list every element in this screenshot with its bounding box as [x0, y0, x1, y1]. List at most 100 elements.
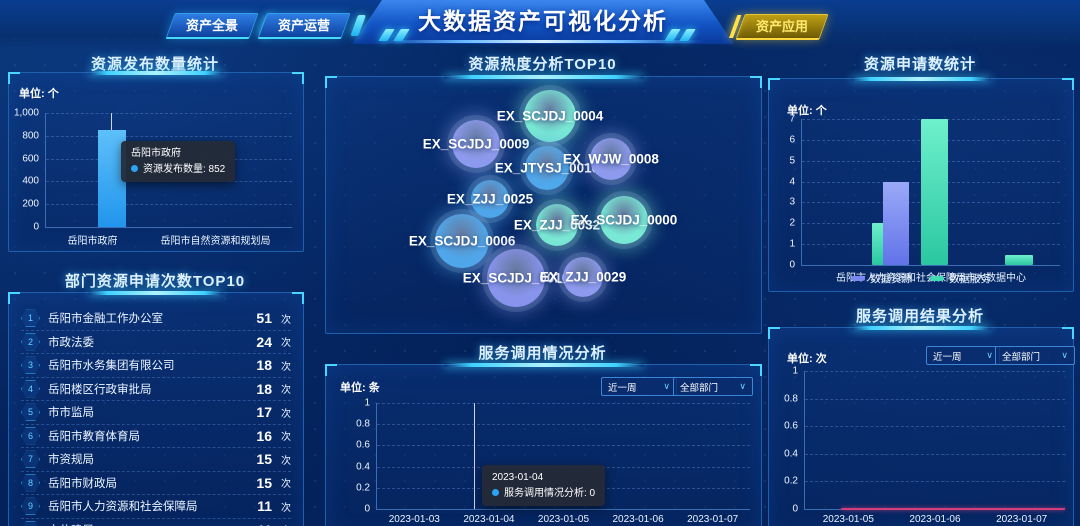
bar-publish-count[interactable]: [97, 129, 126, 227]
gridline: [805, 481, 1065, 483]
page-title: 大数据资产可视化分析: [418, 8, 668, 34]
tooltip-row: 服务调用情况分析: 0: [492, 486, 595, 502]
bubble-label: EX_WJW_0008: [562, 151, 659, 167]
heat-bubble[interactable]: EX_WJW_0008: [563, 137, 659, 180]
x-axis-tick-label: 2023-01-06: [909, 514, 961, 525]
y-axis-tick-label: 0.4: [356, 461, 370, 473]
y-axis-tick-label: 1: [364, 397, 370, 409]
x-axis-category: 市大数据中心: [966, 273, 1026, 284]
result-zero-line: [841, 508, 1065, 510]
tab-asset-operation[interactable]: 资产运营: [257, 13, 351, 39]
tooltip-title: 2023-01-04: [492, 472, 544, 483]
bubble-label: EX_JTYSJ_0010: [494, 160, 600, 176]
y-axis-tick-label: 400: [22, 175, 39, 187]
heat-bubble[interactable]: EX_SCJDJ_0000: [571, 196, 677, 245]
heat-bubble[interactable]: EX_SCJDJ_0010: [463, 248, 569, 307]
x-axis-tick-label: 2023-01-04: [463, 514, 515, 525]
unit-label: 单位: 个: [19, 88, 59, 100]
heat-bubble[interactable]: EX_SCJDJ_0004: [497, 89, 603, 142]
panel-result-analysis: 单位: 次 近一周 ∨ 全部部门 ∨ 2023-01-05 2023-01-06 2…: [768, 326, 1075, 526]
tooltip-row: 资源发布数量: 852: [131, 162, 225, 178]
chevron-down-icon: ∨: [1061, 350, 1068, 360]
request-count: 18: [256, 380, 272, 397]
series-dot-icon: [492, 489, 499, 497]
panel-title-dept-top10: 部门资源申请次数TOP10: [64, 273, 246, 290]
rank-badge: 4: [21, 380, 40, 398]
result-plot: 2023-01-05 2023-01-06 2023-01-07 1 0.8 0.6 0.…: [784, 366, 1065, 525]
tab-asset-application[interactable]: 资产应用: [735, 14, 829, 40]
time-range-select[interactable]: 近一周 ∨: [926, 346, 1000, 365]
gridline: [805, 398, 1065, 400]
tab-label: 资产应用: [756, 19, 809, 34]
rank-row: 3 岳阳市水务集团有限公司 18 次: [21, 354, 291, 378]
x-axis-tick-label: 2023-01-05: [537, 514, 590, 525]
heat-bubble[interactable]: EX_SCJDJ_0006: [409, 214, 515, 269]
request-count: 51: [256, 310, 272, 327]
panel-heat-top10: EX_SCJDJ_0004 EX_SCJDJ_0009 EX_JTYSJ_0010 E…: [325, 75, 762, 334]
request-count: 24: [256, 333, 272, 350]
panel-cap: [88, 71, 224, 75]
unit-label: 单位: 个: [787, 105, 827, 117]
request-count: 18: [256, 357, 272, 374]
heat-bubble[interactable]: EX_JTYSJ_0010: [495, 145, 599, 190]
tooltip-title: 岳阳市政府: [131, 148, 181, 159]
heat-bubble[interactable]: EX_ZJJ_0025: [447, 180, 533, 219]
tab-label: 资产运营: [278, 18, 331, 33]
bubble-label: EX_ZJJ_0029: [539, 269, 627, 285]
bar-数据服务[interactable]: [920, 119, 948, 265]
panel-cap: [443, 363, 644, 367]
select-value: 近一周: [933, 351, 962, 363]
heat-bubble[interactable]: EX_SCJDJ_0009: [423, 120, 529, 169]
department-select[interactable]: 全部部门 ∨: [995, 346, 1075, 365]
panel-cap: [851, 77, 991, 81]
service-xticks: 2023-01-03 2023-01-04 2023-01-05 2023-01-06…: [377, 514, 750, 525]
y-axis-tick-label: 0.8: [356, 418, 370, 430]
dept-rank-list: 1 岳阳市金融工作办公室 51 次 2 市政法委 24 次 3 岳阳市水务集团有限公司 18 次 4 岳阳…: [21, 307, 291, 526]
x-axis-tick-label: 2023-01-06: [612, 514, 664, 525]
count-suffix: 次: [281, 502, 291, 514]
dept-name: 岳阳市人力资源和社会保障局: [48, 501, 198, 514]
bar-数据资源[interactable]: [883, 181, 910, 265]
time-range-select[interactable]: 近一周 ∨: [601, 377, 677, 396]
rank-badge: 1: [21, 309, 40, 327]
count-suffix: 次: [281, 479, 291, 491]
x-axis-tick-label: 2023-01-07: [687, 514, 739, 525]
panel-dept-top10: 1 岳阳市金融工作办公室 51 次 2 市政法委 24 次 3 岳阳市水务集团有限公司 18 次 4 岳阳…: [8, 291, 304, 526]
department-select[interactable]: 全部部门 ∨: [673, 377, 753, 396]
y-axis-tick-label: 6: [789, 134, 795, 146]
tooltip-text: 服务调用情况分析: 0: [504, 487, 596, 499]
bar-数据服务[interactable]: [1004, 254, 1033, 265]
rank-row: 10 市住建局 11 次: [21, 519, 291, 526]
rank-badge: 2: [21, 333, 40, 351]
select-value: 近一周: [608, 382, 637, 394]
request-count: 15: [256, 451, 272, 468]
bar-数据服务[interactable]: [871, 223, 884, 265]
legend-label: 数据服务: [949, 273, 991, 285]
gridline: [805, 371, 1065, 372]
bubble-label: EX_SCJDJ_0010: [462, 270, 570, 286]
dept-name: 岳阳市财政局: [48, 477, 117, 490]
y-axis-tick-label: 5: [789, 155, 795, 167]
y-axis-tick-label: 3: [789, 196, 795, 208]
heat-bubble[interactable]: EX_ZJJ_0029: [540, 256, 626, 297]
bubble-label: EX_ZJJ_0032: [513, 217, 601, 233]
legend-swatch: [851, 276, 865, 281]
rank-row: 8 岳阳市财政局 15 次: [21, 472, 291, 495]
apply-legend: 数据资源 数据服务: [769, 271, 1073, 286]
x-axis-tick-label: 2023-01-07: [996, 514, 1048, 525]
apply-plot: 岳阳市人力资源和社会保障局 市大数据中心 7 6 5 4 3 2 1 0: [789, 114, 1060, 284]
y-axis-tick-label: 0: [789, 259, 795, 271]
apply-x-labels: 岳阳市人力资源和社会保障局 市大数据中心: [802, 269, 1060, 284]
heat-bubble[interactable]: EX_ZJJ_0032: [514, 203, 600, 246]
bubble-label: EX_SCJDJ_0006: [408, 233, 516, 249]
tab-asset-overview[interactable]: 资产全景: [165, 13, 259, 39]
legend-item[interactable]: 数据资源: [851, 271, 912, 286]
x-axis-category: 岳阳市人力资源和社会保障局: [836, 273, 966, 284]
y-axis-tick-label: 0.4: [784, 448, 798, 460]
header-slash-decoration: [378, 29, 410, 41]
panel-cap: [851, 326, 991, 330]
legend-item[interactable]: 数据服务: [930, 271, 991, 286]
y-axis-tick-label: 0: [364, 503, 370, 515]
gridline: [805, 453, 1065, 455]
